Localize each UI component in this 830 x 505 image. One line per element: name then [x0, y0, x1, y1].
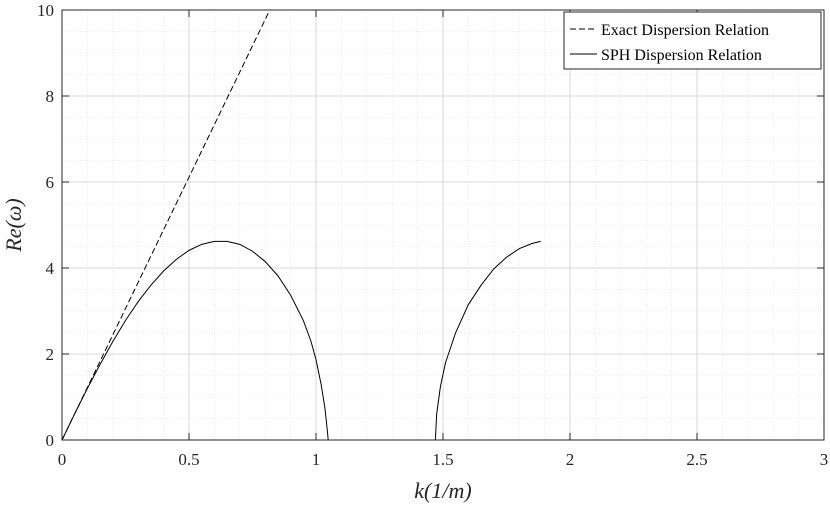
y-tick-label: 4: [46, 259, 55, 278]
exact-dispersion-line: [62, 10, 271, 440]
legend-entry-label: Exact Dispersion Relation: [601, 22, 769, 39]
x-tick-label: 2.5: [686, 450, 707, 469]
y-tick-label: 2: [46, 345, 55, 364]
sph-dispersion-line: [434, 240, 541, 440]
y-axis-label: Re(ω): [1, 198, 26, 252]
y-tick-label: 6: [46, 173, 55, 192]
y-tick-label: 10: [37, 1, 54, 20]
x-tick-label: 0: [58, 450, 67, 469]
legend-box: [563, 11, 822, 70]
x-tick-label: 1: [312, 450, 321, 469]
x-tick-label: 2: [566, 450, 575, 469]
y-tick-label: 0: [46, 431, 55, 450]
x-tick-label: 1.5: [432, 450, 453, 469]
series-layer: [62, 10, 541, 440]
y-tick-label: 8: [46, 87, 55, 106]
x-tick-label: 0.5: [178, 450, 199, 469]
legend-entry-label: SPH Dispersion Relation: [601, 47, 762, 64]
legend: Exact Dispersion Relation SPH Dispersion …: [563, 11, 822, 70]
x-tick-label: 3: [820, 450, 829, 469]
sph-dispersion-line: [62, 240, 329, 440]
x-axis-label: k(1/m): [414, 478, 471, 503]
tick-labels: 0 0.5 1 1.5 2 2.5 3 0 2 4 6 8 10: [37, 1, 828, 469]
